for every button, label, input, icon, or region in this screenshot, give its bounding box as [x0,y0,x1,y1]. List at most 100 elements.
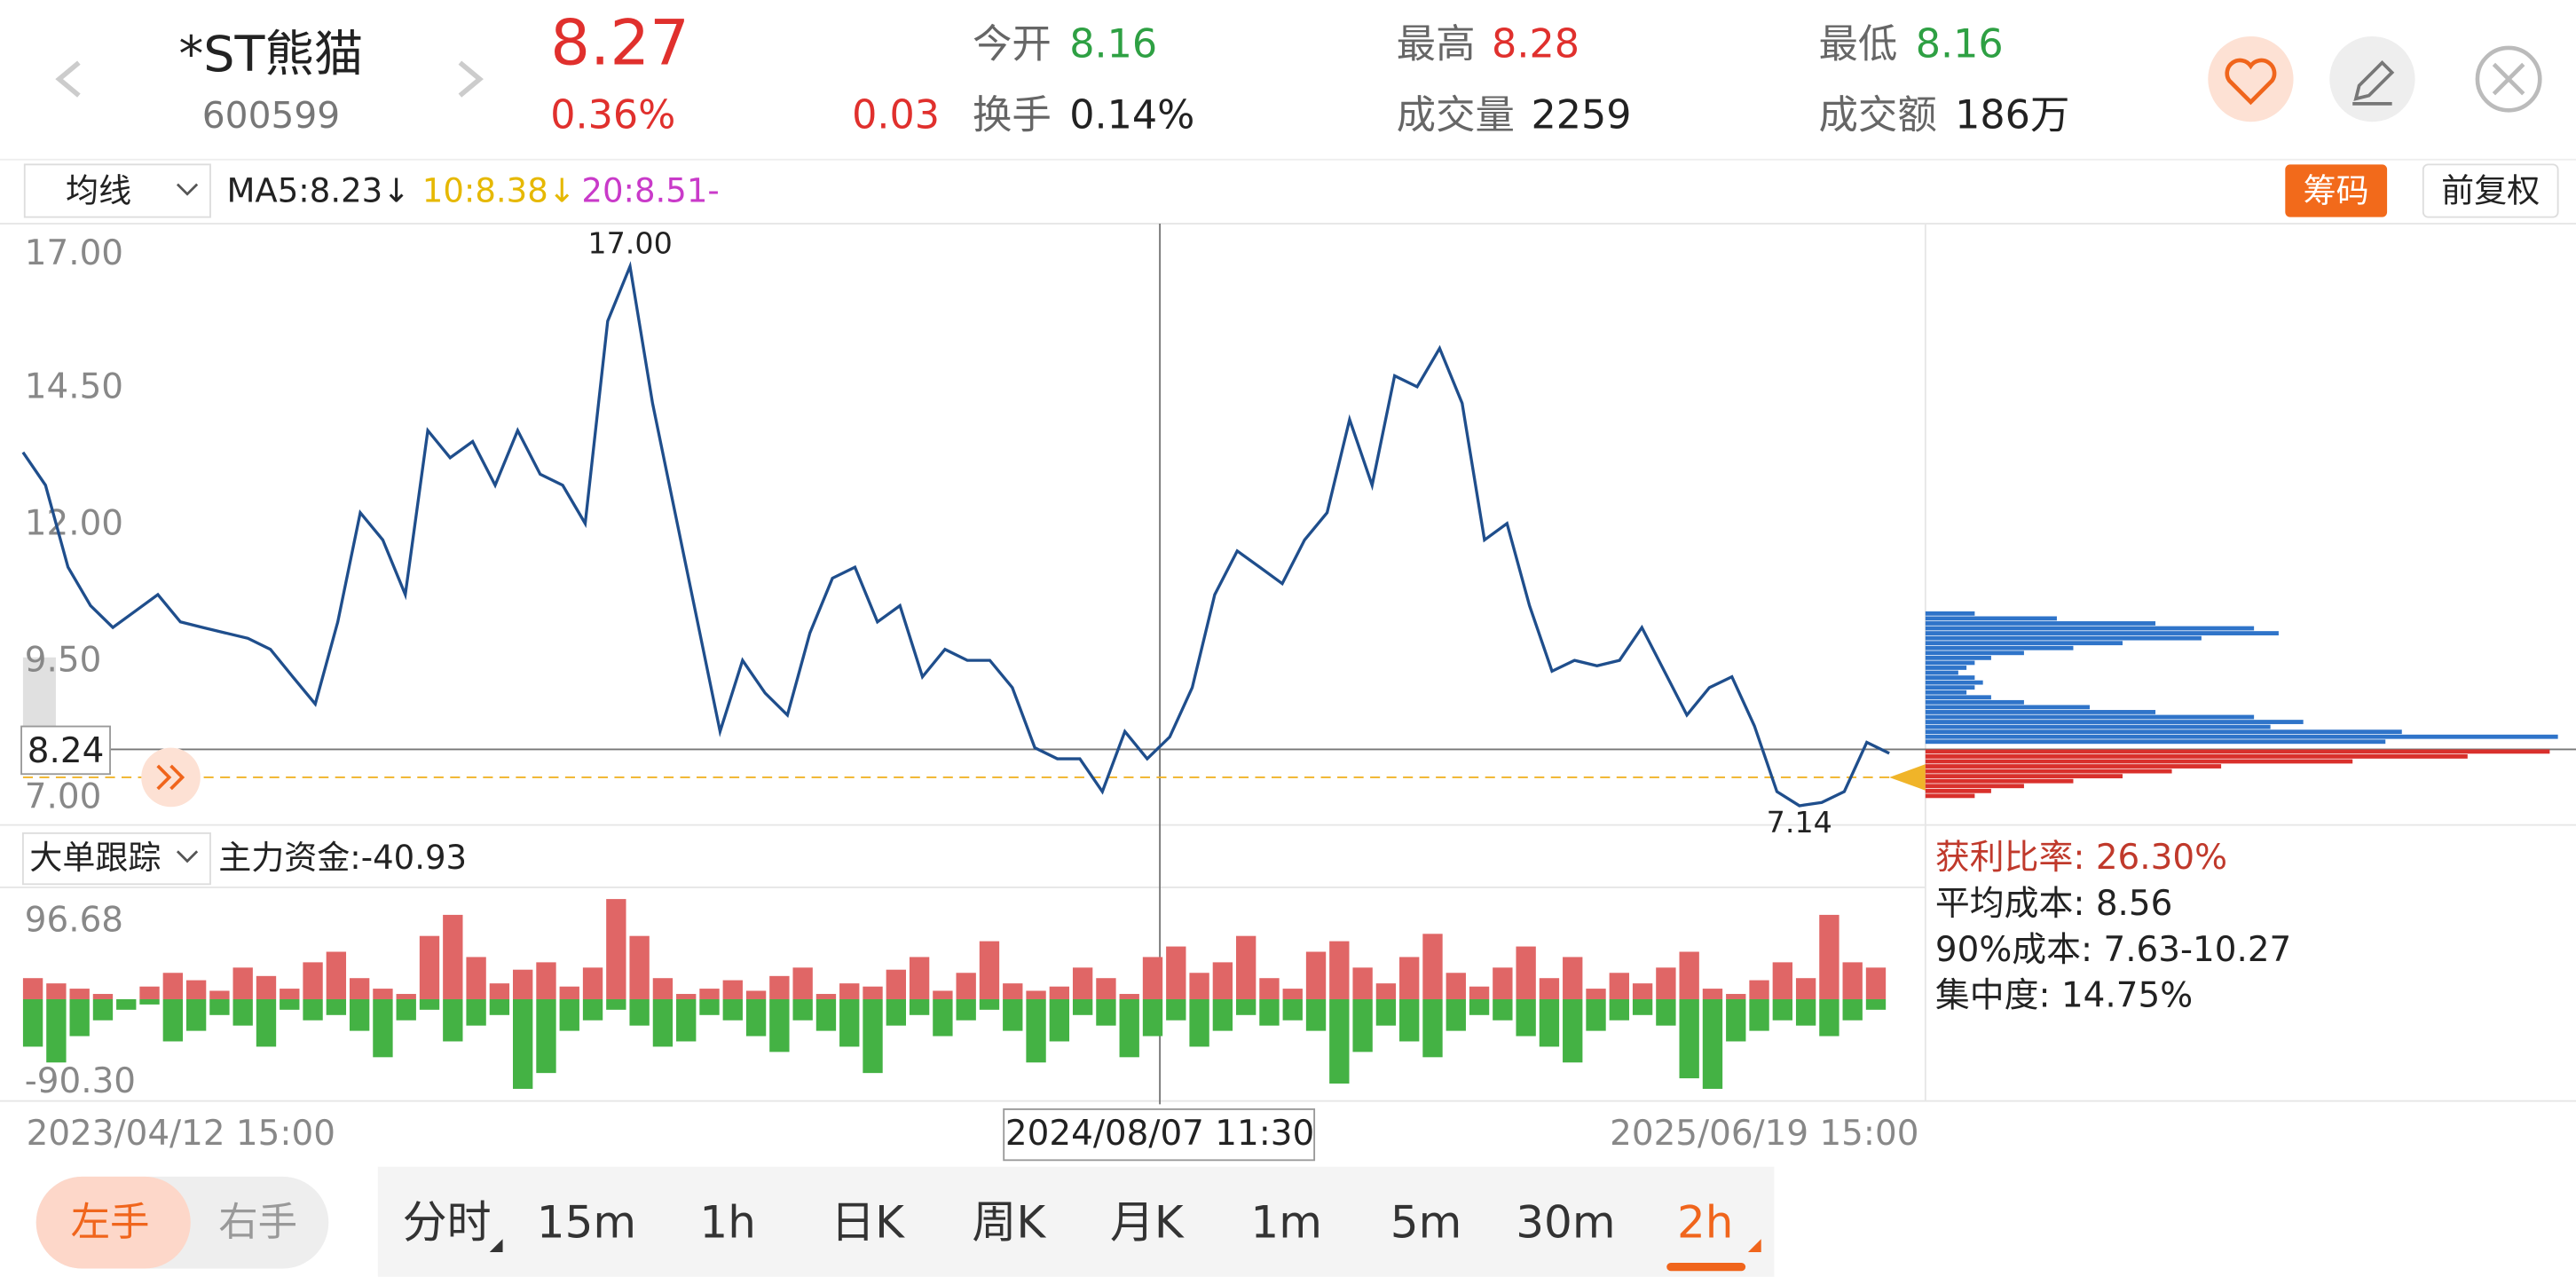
flow-bar [1329,998,1350,1084]
ma-label: 20:8.51- [581,171,719,209]
dropdown-icon [176,850,199,863]
stat-label: 今开 [973,22,1052,67]
stat-value: 8.16 [1069,22,1157,67]
chip-bar [1925,650,2024,656]
flow-bar [209,998,230,1015]
flow-bar [1749,980,1769,999]
flow-bar [513,969,533,999]
flow-bar [466,998,486,1026]
flow-bar [699,998,720,1015]
hand-option[interactable]: 左手 [71,1200,150,1245]
side-handle[interactable] [22,657,56,727]
flow-bar [979,998,1000,1010]
flow-bar [443,998,463,1042]
y-tick-label: 7.00 [25,777,102,817]
change-pct: 0.36% [550,92,675,138]
jump-icon [156,764,185,791]
flow-bar [956,998,976,1021]
tab-menu-icon [489,1239,503,1252]
period-tab[interactable]: 1h [699,1197,755,1249]
flow-bar [676,998,697,1042]
period-tab[interactable]: 2h [1677,1197,1733,1249]
hand-option[interactable]: 右手 [218,1200,297,1245]
flow-bar [1469,998,1490,1015]
chip-bar [1925,793,1975,799]
flow-bar [933,998,953,1037]
close-button[interactable] [2475,45,2542,113]
period-tab[interactable]: 周K [972,1197,1046,1249]
flow-bar [582,967,603,999]
period-tab[interactable]: 30m [1516,1197,1615,1249]
flow-bar [1282,998,1303,1021]
price-line [21,261,1890,808]
flow-bar [1516,946,1536,999]
flow-bar [839,998,860,1047]
period-tab[interactable]: 月K [1110,1197,1185,1249]
flow-bar [536,962,556,999]
chips-button[interactable] [2285,164,2388,217]
flow-bar [419,998,440,1010]
flow-bar [1632,998,1653,1015]
chip-bar [1925,655,1991,660]
flow-bar [280,989,300,999]
flow-bar [1772,962,1793,999]
next-arrow[interactable] [458,60,484,98]
period-tab[interactable]: 日K [831,1197,905,1249]
favorite-button[interactable] [2208,35,2294,122]
period-tab[interactable]: 15m [537,1197,636,1249]
chip-bar [1925,631,2279,635]
chip-stat: 获利比率: 26.30% [1935,838,2227,878]
flow-bar [396,994,416,999]
period-tab[interactable]: 1m [1250,1197,1321,1249]
chip-bar [1925,699,2024,705]
flow-bar [139,986,160,999]
flow-bar [185,980,207,999]
stat-value: 2259 [1532,92,1632,138]
flow-bar [722,980,743,999]
chip-bar [1925,675,1975,680]
flow-bar [1493,998,1513,1021]
flow-title: 大单跟踪 [29,839,161,877]
flow-bar [652,978,674,999]
flow-bar [536,998,556,1074]
stat-value: 0.14% [1069,92,1194,138]
flow-bar [1726,994,1746,999]
flow-bar [1865,967,1887,999]
stat-label: 最低 [1819,22,1898,67]
chip-bar [1925,670,1958,675]
frame [0,223,2576,1102]
flow-bar [489,998,510,1015]
crosshair-value: 8.24 [28,731,105,771]
flow-bar [1072,967,1093,999]
flow-bar [1259,998,1280,1026]
y-tick-label: 17.00 [25,233,123,273]
flow-bar [419,935,440,999]
flow-bar [1493,967,1513,999]
crosshair-label-box [20,725,111,776]
chip-bar [1925,749,2550,754]
y-tick-label: 96.68 [25,901,123,941]
chip-bar [1925,714,2255,720]
flow-bar [1702,989,1723,999]
flow-bar [1119,998,1139,1058]
period-tab[interactable]: 5m [1390,1197,1461,1249]
adjust-button[interactable] [2422,163,2559,218]
chip-bar [1925,784,2024,789]
flow-bar [1422,934,1443,999]
flow-bar [1842,998,1863,1021]
back-arrow[interactable] [55,60,81,98]
indicator-select[interactable] [23,163,211,218]
flow-bar [1305,951,1327,999]
adjust-label: 前复权 [2441,171,2540,209]
flow-bar [232,998,253,1026]
period-tab[interactable]: 分时 [403,1197,492,1249]
flow-bar [1586,998,1606,1031]
chip-bar [1925,626,2255,631]
crosshair-date-box [1003,1108,1316,1162]
ma-label: 10:8.38↓ [422,171,576,209]
edit-button[interactable] [2329,35,2415,122]
chip-bar [1925,720,2304,724]
chip-bar [1925,621,2156,626]
flow-bar [815,998,837,1031]
flow-select[interactable] [21,832,211,886]
